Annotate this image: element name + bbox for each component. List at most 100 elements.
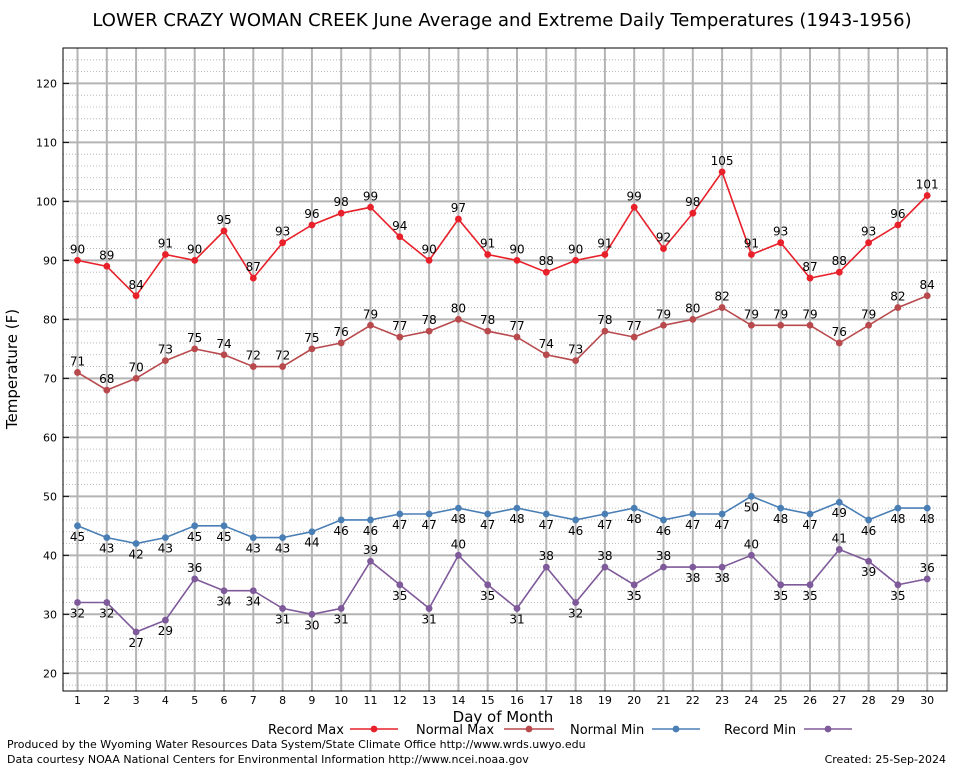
record-max-point bbox=[249, 274, 257, 282]
record-min-data-label: 31 bbox=[334, 612, 349, 626]
x-tick-label: 19 bbox=[598, 694, 612, 707]
normal-min-point bbox=[191, 522, 199, 530]
record-max-point bbox=[865, 239, 872, 247]
record-max-point bbox=[337, 209, 345, 217]
record-max-point bbox=[425, 256, 433, 264]
x-tick-label: 1 bbox=[74, 694, 81, 707]
normal-min-data-label: 44 bbox=[304, 536, 319, 550]
record-max-data-label: 91 bbox=[158, 236, 173, 250]
normal-min-data-label: 47 bbox=[685, 518, 700, 532]
normal-min-data-label: 42 bbox=[128, 548, 143, 562]
record-min-data-label: 38 bbox=[656, 549, 671, 563]
normal-min-point bbox=[396, 510, 404, 518]
record-min-point bbox=[396, 581, 404, 589]
normal-min-data-label: 43 bbox=[158, 542, 173, 556]
normal-min-point bbox=[425, 510, 433, 518]
record-min-point bbox=[572, 599, 579, 606]
x-tick-label: 2 bbox=[103, 694, 110, 707]
normal-max-data-label: 76 bbox=[832, 325, 847, 339]
record-max-data-label: 93 bbox=[773, 225, 788, 239]
record-min-point bbox=[601, 563, 609, 571]
normal-min-data-label: 46 bbox=[656, 524, 671, 538]
normal-min-data-label: 49 bbox=[832, 506, 847, 520]
normal-min-data-label: 45 bbox=[70, 530, 85, 544]
chart-title: LOWER CRAZY WOMAN CREEK June Average and… bbox=[92, 10, 911, 31]
record-min-data-label: 29 bbox=[158, 624, 173, 638]
record-min-data-label: 31 bbox=[509, 612, 524, 626]
record-min-point bbox=[894, 581, 902, 589]
normal-min-data-label: 47 bbox=[421, 518, 436, 532]
x-tick-label: 21 bbox=[657, 694, 671, 707]
record-min-data-label: 38 bbox=[714, 571, 729, 585]
record-max-point bbox=[74, 256, 81, 264]
record-min-point bbox=[162, 616, 169, 624]
normal-min-data-label: 47 bbox=[714, 518, 729, 532]
normal-max-data-label: 82 bbox=[714, 290, 729, 304]
normal-min-data-label: 46 bbox=[861, 524, 876, 538]
record-max-legend-label: Record Max bbox=[268, 723, 344, 738]
normal-max-point bbox=[542, 351, 550, 359]
normal-min-data-label: 48 bbox=[627, 512, 642, 526]
record-max-point bbox=[455, 215, 462, 223]
x-tick-label: 6 bbox=[221, 694, 228, 707]
axis-ticks: 1 2 3 4 5 6 7 8 9 10 11 12 13 14 15 16 17 18 19 20 21 22 23 24 2… bbox=[36, 77, 947, 707]
normal-max-point bbox=[279, 363, 286, 370]
normal-max-data-label: 79 bbox=[656, 307, 671, 321]
record-max-data-label: 96 bbox=[304, 207, 319, 221]
normal-max-data-label: 78 bbox=[597, 313, 612, 327]
record-max-point bbox=[777, 239, 785, 247]
record-max-data-label: 98 bbox=[334, 195, 349, 209]
normal-max-data-label: 74 bbox=[539, 337, 554, 351]
normal-min-data-label: 48 bbox=[773, 512, 788, 526]
record-min-point bbox=[865, 557, 872, 565]
record-max-data-label: 90 bbox=[70, 242, 85, 256]
record-min-data-label: 35 bbox=[773, 589, 788, 603]
record-min-data-label: 38 bbox=[539, 549, 554, 563]
x-tick-label: 23 bbox=[715, 694, 729, 707]
normal-max-series: 71 68 70 73 75 74 72 72 75 76 79 77 78 80 78 77 74 73 78 77… bbox=[70, 278, 935, 394]
normal-min-point bbox=[865, 516, 872, 524]
x-tick-label: 8 bbox=[279, 694, 286, 707]
record-max-point bbox=[601, 251, 609, 258]
record-min-data-label: 32 bbox=[70, 607, 85, 621]
record-min-data-label: 31 bbox=[421, 612, 436, 626]
normal-max-data-label: 82 bbox=[890, 290, 905, 304]
normal-max-data-label: 72 bbox=[275, 349, 290, 363]
normal-max-point bbox=[367, 321, 374, 329]
record-max-data-label: 93 bbox=[861, 225, 876, 239]
normal-max-point bbox=[484, 327, 492, 335]
y-tick-label: 40 bbox=[43, 549, 57, 562]
record-min-data-label: 35 bbox=[802, 589, 817, 603]
record-min-point bbox=[718, 563, 726, 571]
record-max-point bbox=[513, 256, 521, 264]
normal-max-point bbox=[191, 345, 199, 353]
normal-min-point bbox=[132, 540, 140, 547]
x-tick-label: 28 bbox=[862, 694, 876, 707]
record-max-point bbox=[279, 239, 286, 247]
record-min-data-label: 40 bbox=[744, 537, 759, 551]
record-max-point bbox=[542, 268, 550, 276]
normal-min-data-label: 43 bbox=[275, 542, 290, 556]
normal-min-point bbox=[484, 510, 492, 518]
record-min-point bbox=[455, 551, 462, 559]
record-max-data-label: 98 bbox=[685, 195, 700, 209]
record-max-data-label: 92 bbox=[656, 231, 671, 245]
normal-min-data-label: 50 bbox=[744, 500, 759, 514]
normal-min-point bbox=[630, 504, 638, 512]
normal-max-point bbox=[162, 357, 169, 365]
record-min-series: 32 32 27 29 36 34 34 31 30 31 39 35 31 40 35 31 38 32 38 35… bbox=[70, 531, 935, 650]
normal-max-data-label: 79 bbox=[861, 307, 876, 321]
record-max-point bbox=[894, 221, 902, 229]
normal-min-data-label: 47 bbox=[392, 518, 407, 532]
record-min-point bbox=[630, 581, 638, 589]
x-tick-label: 11 bbox=[364, 694, 378, 707]
normal-max-data-label: 68 bbox=[99, 372, 114, 386]
normal-min-point bbox=[249, 534, 257, 542]
record-max-data-label: 88 bbox=[832, 254, 847, 268]
record-min-data-label: 30 bbox=[304, 618, 319, 632]
series: 90 89 84 91 90 95 87 93 96 98 99 94 90 97 91 90 88 90 91 99… bbox=[70, 154, 939, 650]
x-tick-label: 9 bbox=[308, 694, 315, 707]
record-max-point bbox=[132, 292, 140, 300]
normal-max-point bbox=[572, 357, 579, 365]
record-max-point bbox=[923, 192, 931, 199]
